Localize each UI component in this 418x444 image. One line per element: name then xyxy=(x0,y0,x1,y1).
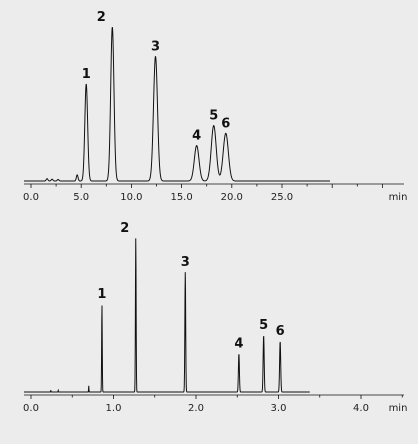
x-tick-label: 20.0 xyxy=(221,192,243,203)
x-unit-label: min xyxy=(389,192,408,203)
peak-label-5: 5 xyxy=(259,318,268,333)
peak-label-4: 4 xyxy=(192,129,201,144)
x-tick-label: 4.0 xyxy=(353,403,369,414)
chromatogram-panel-1: 0.0 5.0 10.0 15.0 20.0 25.0 min 1 2 3 456 xyxy=(23,10,407,203)
peak-label-5: 5 xyxy=(209,109,218,124)
peak-label-4: 4 xyxy=(234,337,243,352)
peak-label-1: 1 xyxy=(97,287,106,302)
chromatogram-trace xyxy=(24,238,310,393)
peak-label-3: 3 xyxy=(181,255,190,270)
x-tick-label: 2.0 xyxy=(188,403,204,414)
x-tick-label: 25.0 xyxy=(271,192,293,203)
peak-label-6: 6 xyxy=(221,116,230,131)
peak-label-6: 6 xyxy=(276,324,285,339)
x-tick-label: 0.0 xyxy=(23,403,39,414)
x-unit-label: min xyxy=(389,403,408,414)
peak-label-2: 2 xyxy=(120,221,129,236)
chromatogram-panel-2: 0.0 1.0 2.0 3.0 4.0 min 1 2 3 4 5 6 xyxy=(23,221,407,414)
x-tick-label: 10.0 xyxy=(120,192,142,203)
x-tick-label: 1.0 xyxy=(106,403,122,414)
x-tick-label: 5.0 xyxy=(73,192,89,203)
x-tick-label: 0.0 xyxy=(23,192,39,203)
peak-label-1: 1 xyxy=(82,67,91,82)
chromatogram-trace xyxy=(24,26,330,182)
x-tick-label: 3.0 xyxy=(271,403,287,414)
x-tick-label: 15.0 xyxy=(170,192,192,203)
peak-label-2: 2 xyxy=(97,10,106,25)
peak-label-3: 3 xyxy=(151,39,160,54)
